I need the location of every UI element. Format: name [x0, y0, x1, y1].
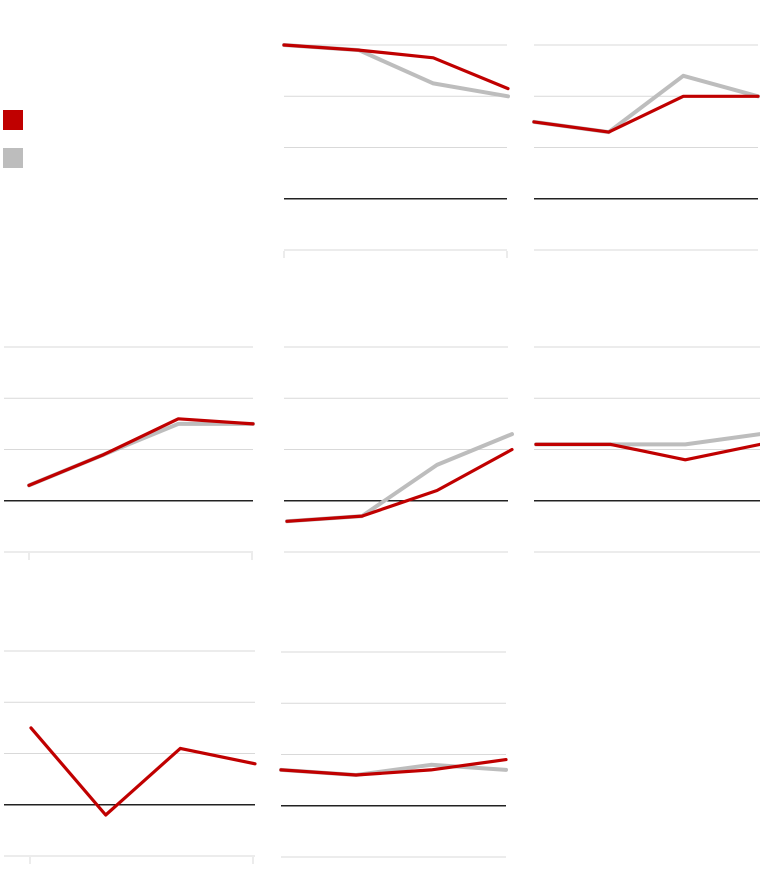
legend-swatch-primary: [3, 110, 23, 130]
series-line-primary: [282, 43, 510, 91]
panel-row2-col3: [534, 346, 760, 553]
series-line-secondary: [27, 421, 255, 488]
panel-row1-col2: [282, 43, 510, 258]
panel-row3-col1: [4, 650, 257, 864]
series-line-secondary: [285, 432, 514, 524]
panel-row2-col2: [284, 346, 514, 553]
series-line-primary: [29, 726, 257, 817]
panel-row3-col2: [279, 651, 508, 858]
series-line-primary: [532, 94, 760, 134]
series-line-primary: [279, 757, 508, 777]
series-line-secondary: [532, 73, 760, 135]
series-line-primary: [285, 447, 514, 523]
panel-row2-col1: [4, 346, 255, 560]
series-line-primary: [27, 417, 255, 487]
panel-row1-col3: [532, 44, 760, 251]
series-line-primary: [534, 442, 760, 462]
legend-swatch-secondary: [3, 148, 23, 168]
